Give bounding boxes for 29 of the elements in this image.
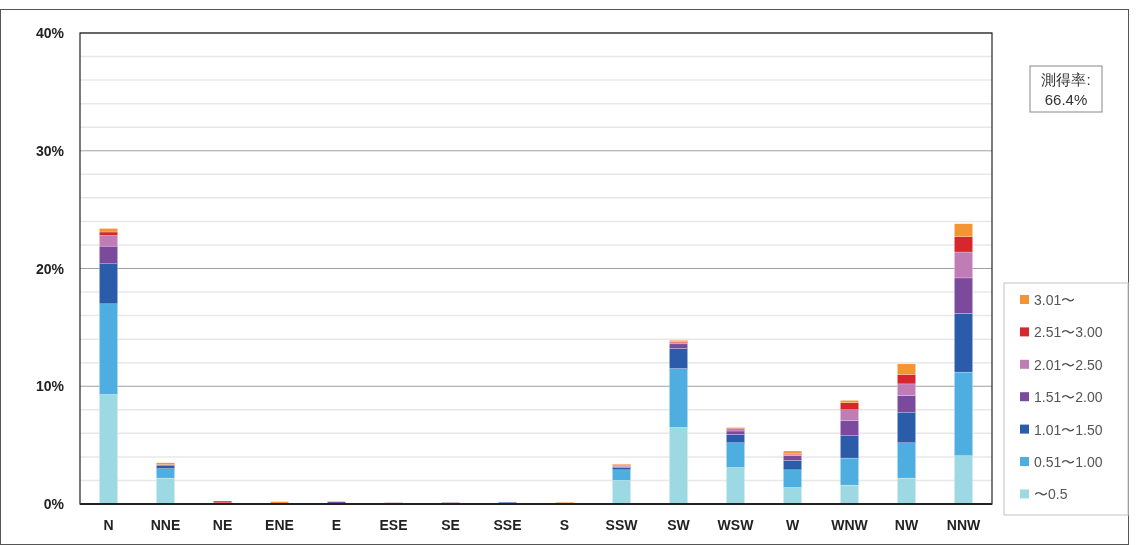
legend-label: 2.01〜2.50: [1034, 356, 1103, 373]
x-tick-label: W: [785, 517, 800, 533]
legend-label: 〜0.5: [1034, 486, 1068, 503]
y-tick-label: 40%: [35, 25, 65, 41]
x-tick-label: SSW: [605, 517, 639, 533]
legend-label: 2.51〜3.00: [1034, 324, 1103, 341]
x-tick-label: S: [559, 517, 570, 533]
x-tick-label: E: [331, 517, 342, 533]
x-tick-label: ENE: [265, 517, 294, 533]
x-tick-label: SW: [667, 517, 691, 533]
x-tick-label: WSW: [717, 517, 755, 533]
legend-label: 3.01〜: [1034, 292, 1076, 308]
x-tick-label: NE: [212, 517, 233, 533]
x-tick-label: NNE: [150, 517, 181, 533]
legend-label: 1.51〜2.00: [1034, 389, 1103, 406]
y-tick-label: 20%: [35, 260, 65, 277]
y-tick-label: 10%: [35, 378, 65, 395]
x-tick-label: SE: [441, 517, 460, 533]
y-tick-label: 30%: [35, 142, 65, 159]
x-tick-label: SSE: [493, 517, 522, 533]
x-tick-label: ESE: [379, 517, 408, 533]
y-tick-label: 0%: [43, 496, 65, 512]
legend-label: 0.51〜1.00: [1034, 454, 1103, 470]
x-tick-label: WNW: [831, 517, 869, 533]
annotation: 測得率: 66.4%: [1029, 65, 1103, 113]
x-tick-label: NNW: [946, 517, 981, 533]
x-tick-label: N: [103, 517, 114, 533]
legend-label: 1.01〜1.50: [1034, 421, 1103, 438]
x-tick-label: NW: [894, 517, 919, 533]
